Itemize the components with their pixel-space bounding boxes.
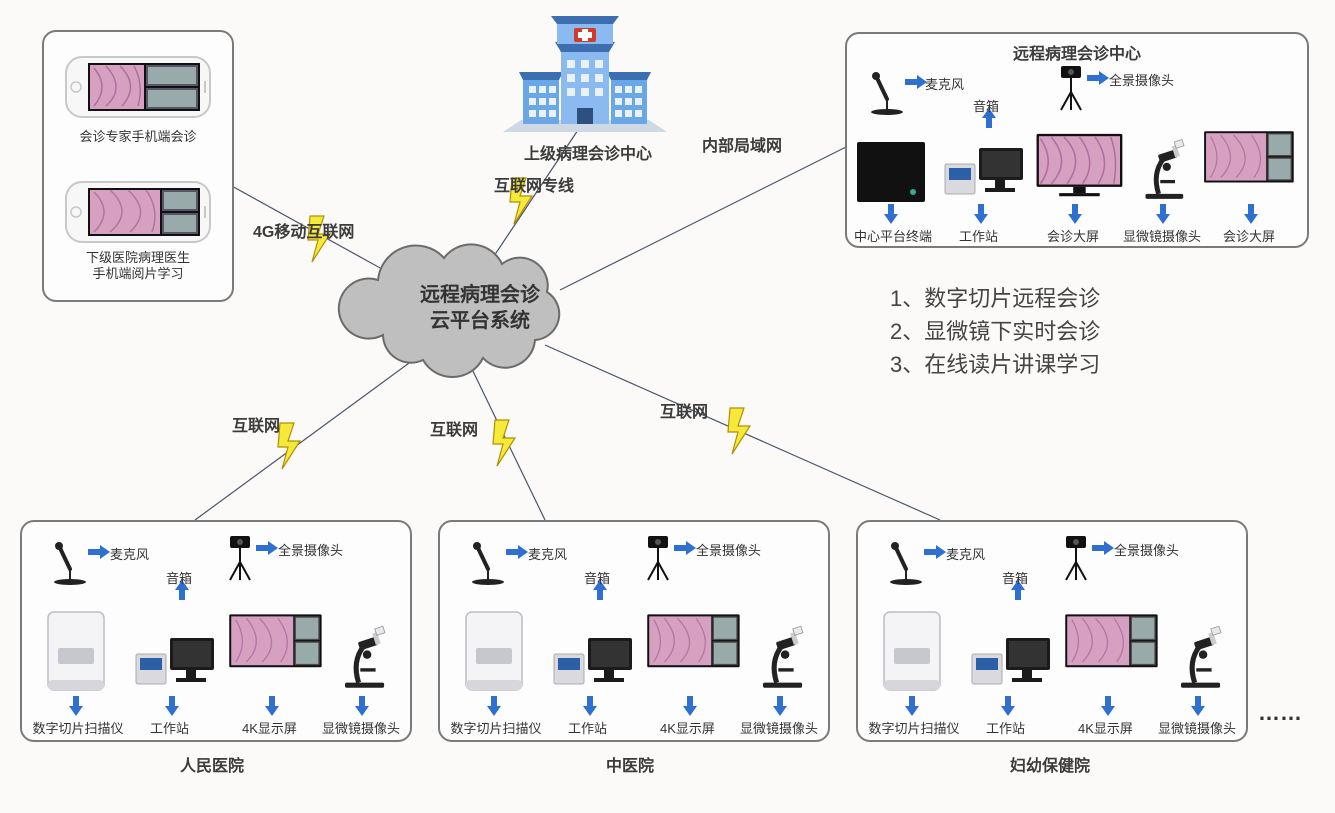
link-internet-1: 互联网 [232, 412, 280, 436]
h1-4k: 4K显示屏 [242, 718, 297, 737]
building-label: 上级病理会诊中心 [524, 140, 652, 164]
hospital-panel-3: 麦克风 全景摄像头 音箱 数字切片扫描仪 工作站 4K显示屏 显微镜摄像头 [856, 520, 1248, 742]
hospital-panel-2: 麦克风 全景摄像头 音箱 数字切片扫描仪 工作站 4K显示屏 显微镜摄像头 [438, 520, 830, 742]
center-mic-label: 麦克风 [925, 74, 964, 93]
h1-speaker: 音箱 [166, 568, 192, 587]
center-scopecam-label: 显微镜摄像头 [1123, 226, 1201, 245]
h3-mic: 麦克风 [946, 544, 985, 563]
h1-ws: 工作站 [150, 718, 189, 737]
h2-speaker: 音箱 [584, 568, 610, 587]
center-panocam-label: 全景摄像头 [1109, 70, 1174, 89]
feature-2: 2、显微镜下实时会诊 [890, 315, 1100, 348]
h1-mic: 麦克风 [110, 544, 149, 563]
cloud-title-line1: 远程病理会诊 [400, 282, 560, 308]
mobile-caption-2-l1: 下级医院病理医生 [44, 250, 232, 266]
h3-panocam: 全景摄像头 [1114, 540, 1179, 559]
mobile-caption-1: 会诊专家手机端会诊 [44, 126, 232, 145]
hospital-building-icon [503, 16, 667, 132]
cloud-title: 远程病理会诊 云平台系统 [400, 282, 560, 334]
hospital-panel-1-svg [22, 522, 410, 740]
h2-mic: 麦克风 [528, 544, 567, 563]
cloud-title-line2: 云平台系统 [400, 308, 560, 334]
hospital-panel-3-svg [858, 522, 1246, 740]
h2-panocam: 全景摄像头 [696, 540, 761, 559]
mobile-caption-2-l2: 手机端阅片学习 [44, 266, 232, 282]
h3-scanner: 数字切片扫描仪 [866, 718, 962, 737]
center-bigscreen2-label: 会诊大屏 [1223, 226, 1275, 245]
h3-speaker: 音箱 [1002, 568, 1028, 587]
h3-scope: 显微镜摄像头 [1158, 718, 1236, 737]
h2-scanner: 数字切片扫描仪 [448, 718, 544, 737]
center-ws-label: 工作站 [959, 226, 998, 245]
h1-panocam: 全景摄像头 [278, 540, 343, 559]
feature-3: 3、在线读片讲课学习 [890, 348, 1100, 381]
ellipsis: …… [1258, 700, 1302, 726]
link-internet-2: 互联网 [430, 416, 478, 440]
h2-4k: 4K显示屏 [660, 718, 715, 737]
h2-ws: 工作站 [568, 718, 607, 737]
h2-scope: 显微镜摄像头 [740, 718, 818, 737]
link-dedicated-label: 互联网专线 [494, 172, 574, 196]
center-bigscreen-label: 会诊大屏 [1047, 226, 1099, 245]
hospital-3-name: 妇幼保健院 [1010, 752, 1090, 776]
center-terminal-label: 中心平台终端 [853, 226, 933, 245]
link-mobile-label: 4G移动互联网 [253, 218, 354, 242]
h1-scanner: 数字切片扫描仪 [30, 718, 126, 737]
link-internet-3: 互联网 [660, 398, 708, 422]
link-lan-label: 内部局域网 [702, 132, 782, 156]
hospital-1-name: 人民医院 [180, 752, 244, 776]
mobile-panel: 会诊专家手机端会诊 下级医院病理医生 手机端阅片学习 [42, 30, 234, 302]
h3-ws: 工作站 [986, 718, 1025, 737]
hospital-panel-2-svg [440, 522, 828, 740]
hospital-panel-1: 麦克风 全景摄像头 音箱 数字切片扫描仪 工作站 4K显示屏 显微镜摄像头 [20, 520, 412, 742]
center-panel: 远程病理会诊中心 麦克风 全景摄像头 音箱 中心平台终端 工作站 会诊大屏 显微… [845, 32, 1309, 248]
feature-1: 1、数字切片远程会诊 [890, 282, 1100, 315]
mobile-caption-2: 下级医院病理医生 手机端阅片学习 [44, 250, 232, 283]
feature-list: 1、数字切片远程会诊 2、显微镜下实时会诊 3、在线读片讲课学习 [890, 282, 1100, 381]
hospital-2-name: 中医院 [606, 752, 654, 776]
center-speaker-label: 音箱 [973, 96, 999, 115]
center-panel-svg [847, 34, 1307, 246]
h1-scope: 显微镜摄像头 [322, 718, 400, 737]
h3-4k: 4K显示屏 [1078, 718, 1133, 737]
